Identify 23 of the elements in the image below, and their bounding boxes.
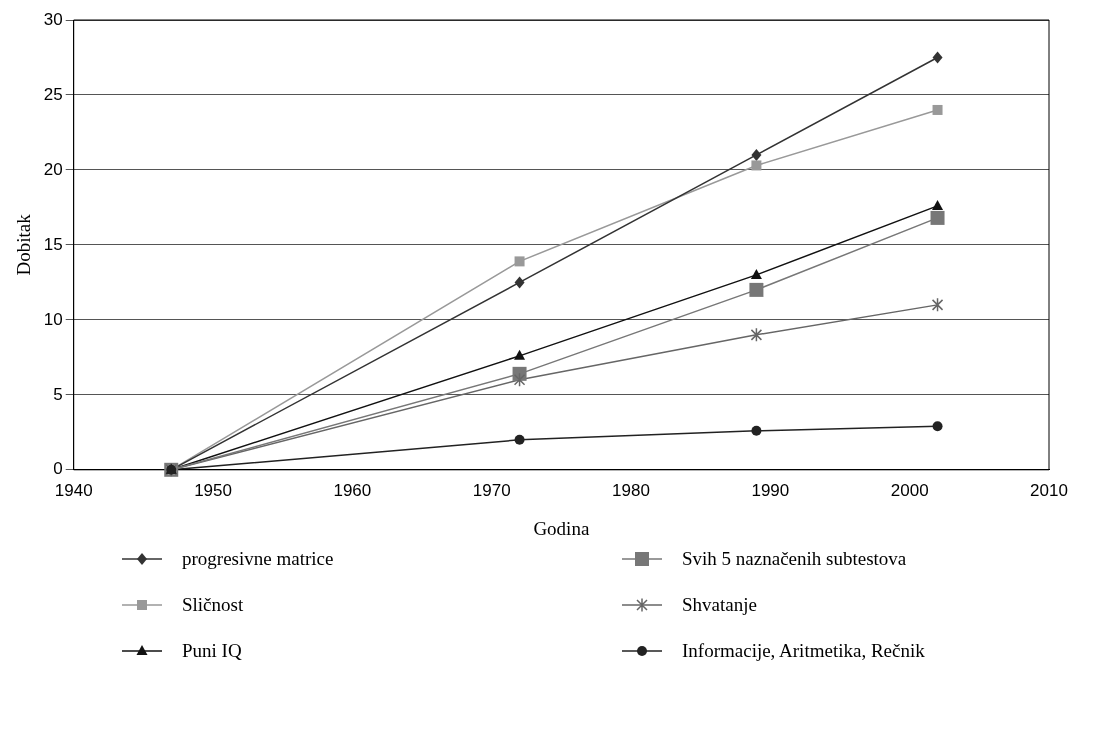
x-tick-label: 1990 — [751, 480, 790, 500]
legend-label: Shvatanje — [682, 594, 757, 616]
y-axis-title: Dobitak — [13, 213, 35, 276]
legend-label: Svih 5 naznačenih subtestova — [682, 548, 907, 570]
x-tick-label: 1940 — [54, 480, 93, 500]
x-tick-label: 1980 — [612, 480, 650, 500]
y-tick-label: 10 — [43, 309, 63, 329]
x-tick-label: 1950 — [194, 480, 232, 500]
y-tick-label: 20 — [43, 159, 63, 179]
x-tick-label: 1970 — [472, 480, 511, 500]
legend-label: Puni IQ — [182, 640, 242, 662]
y-tick-label: 0 — [53, 459, 63, 479]
legend-label: progresivne matrice — [182, 548, 334, 570]
x-tick-label: 1960 — [333, 480, 372, 500]
legend-label: Informacije, Aritmetika, Rečnik — [682, 640, 925, 662]
y-tick-label: 25 — [43, 84, 63, 104]
y-tick-label: 5 — [53, 384, 63, 404]
x-tick-label: 2000 — [890, 480, 929, 500]
y-tick-label: 15 — [43, 234, 63, 254]
y-tick-label: 30 — [43, 9, 63, 29]
legend-label: Sličnost — [182, 594, 244, 616]
x-tick-label: 2010 — [1030, 480, 1068, 500]
x-axis-title: Godina — [533, 517, 590, 539]
